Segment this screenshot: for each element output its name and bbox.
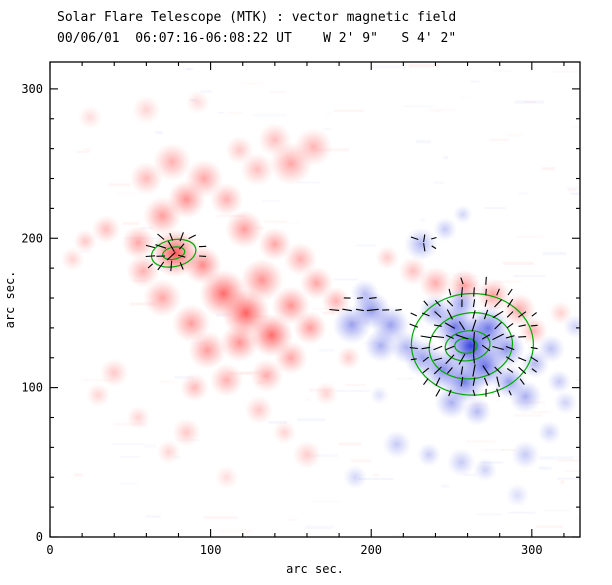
axes: 0 100 200 300 0 100 200 300 arc sec. arc sec.: [3, 61, 581, 576]
y-axis-title: arc sec.: [3, 271, 17, 329]
x-tick-label: 100: [200, 543, 222, 557]
x-tick-label: 300: [521, 543, 543, 557]
flux-blobs: [60, 90, 580, 508]
plot-title: Solar Flare Telescope (MTK) : vector mag…: [57, 10, 457, 25]
y-tick-label: 100: [21, 381, 43, 395]
y-tick-label: 200: [21, 231, 43, 245]
y-tick-label: 300: [21, 82, 43, 96]
transverse-field-vectors: [145, 232, 539, 398]
plot-frame: [49, 61, 581, 538]
y-tick-label: 0: [36, 530, 43, 544]
x-tick-label: 0: [46, 543, 53, 557]
x-axis-title: arc sec.: [286, 562, 344, 576]
plot-subtitle: 00/06/01 06:07:16-06:08:22 UT W 2' 9" S …: [57, 31, 457, 46]
x-tick-label: 200: [360, 543, 382, 557]
